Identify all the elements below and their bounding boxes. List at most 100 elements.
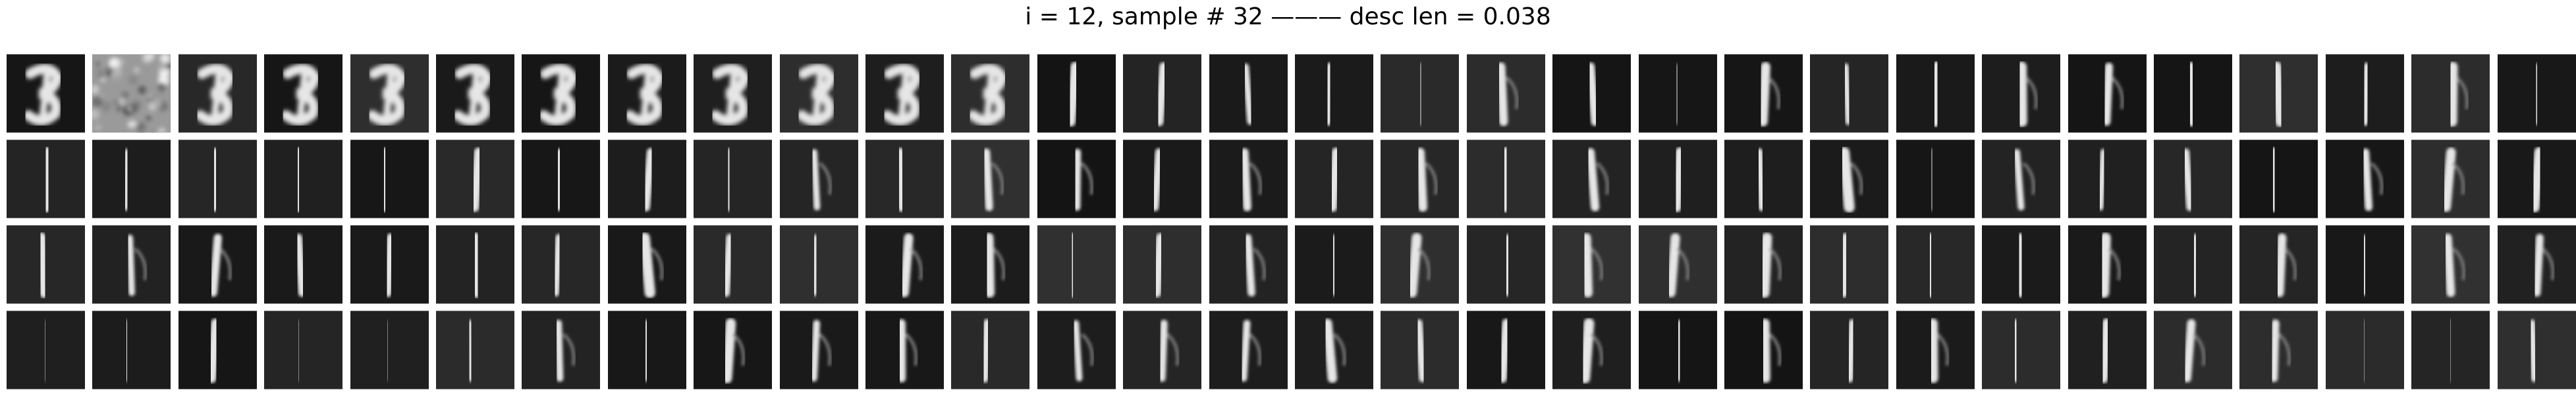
sample-image — [865, 311, 944, 389]
sample-image — [1982, 311, 2061, 389]
sample-image — [1552, 54, 1631, 133]
sample-image — [1209, 225, 1288, 304]
sample-image — [951, 54, 1030, 133]
sample-image — [2068, 139, 2147, 218]
sample-image — [7, 54, 85, 133]
sample-image — [92, 311, 171, 389]
sample-image — [1381, 225, 1460, 304]
sample-image — [1209, 311, 1288, 389]
sample-image — [951, 139, 1030, 218]
sample-image — [694, 139, 773, 218]
sample-image — [92, 54, 171, 133]
sample-image — [1982, 54, 2061, 133]
sample-image — [951, 311, 1030, 389]
sample-image — [350, 139, 429, 218]
sample-image — [607, 54, 686, 133]
sample-image — [607, 311, 686, 389]
sample-image — [2497, 54, 2576, 133]
sample-image — [2239, 311, 2318, 389]
sample-image — [350, 225, 429, 304]
sample-image — [779, 311, 858, 389]
sample-image — [436, 225, 514, 304]
sample-image — [1724, 54, 1803, 133]
sample-image — [350, 311, 429, 389]
sample-image — [2325, 311, 2404, 389]
sample-image — [1123, 54, 1202, 133]
sample-image — [2154, 311, 2232, 389]
sample-image — [522, 54, 601, 133]
sample-image — [2497, 139, 2576, 218]
sample-image — [1037, 311, 1116, 389]
sample-grid — [7, 54, 2576, 396]
sample-image — [178, 225, 257, 304]
sample-image — [1638, 225, 1717, 304]
sample-image — [7, 311, 85, 389]
sample-image — [178, 311, 257, 389]
sample-image — [1123, 225, 1202, 304]
sample-image — [2411, 139, 2490, 218]
sample-image — [865, 139, 944, 218]
sample-image — [1123, 311, 1202, 389]
sample-image — [2325, 225, 2404, 304]
sample-image — [2239, 54, 2318, 133]
sample-image — [2239, 225, 2318, 304]
sample-image — [2154, 225, 2232, 304]
sample-image — [2497, 225, 2576, 304]
sample-image — [7, 139, 85, 218]
sample-image — [1896, 139, 1975, 218]
sample-image — [1037, 139, 1116, 218]
sample-image — [178, 139, 257, 218]
sample-image — [522, 225, 601, 304]
sample-image — [1638, 54, 1717, 133]
sample-image — [264, 225, 343, 304]
sample-image — [1896, 54, 1975, 133]
sample-image — [694, 54, 773, 133]
sample-image — [2411, 225, 2490, 304]
sample-image — [779, 54, 858, 133]
sample-image — [92, 139, 171, 218]
sample-image — [779, 139, 858, 218]
sample-image — [1552, 225, 1631, 304]
sample-image — [1724, 311, 1803, 389]
sample-image — [694, 311, 773, 389]
sample-image — [2411, 311, 2490, 389]
sample-image — [436, 311, 514, 389]
sample-image — [264, 54, 343, 133]
figure-title: i = 12, sample # 32 ——— desc len = 0.038 — [1025, 3, 1551, 30]
sample-image — [1295, 311, 1373, 389]
sample-image — [178, 54, 257, 133]
sample-image — [1381, 311, 1460, 389]
sample-image — [2068, 311, 2147, 389]
sample-image — [1810, 311, 1889, 389]
sample-image — [1724, 225, 1803, 304]
sample-image — [1638, 311, 1717, 389]
sample-image — [779, 225, 858, 304]
sample-image — [350, 54, 429, 133]
sample-image — [1982, 225, 2061, 304]
sample-image — [1466, 139, 1545, 218]
sample-image — [1552, 311, 1631, 389]
sample-image — [436, 54, 514, 133]
sample-image — [1552, 139, 1631, 218]
sample-image — [1209, 54, 1288, 133]
sample-image — [264, 311, 343, 389]
sample-image — [2239, 139, 2318, 218]
sample-image — [1037, 54, 1116, 133]
sample-image — [2068, 225, 2147, 304]
sample-image — [2497, 311, 2576, 389]
sample-image — [1896, 225, 1975, 304]
sample-image — [1381, 139, 1460, 218]
sample-image — [1466, 225, 1545, 304]
sample-image — [1466, 311, 1545, 389]
sample-image — [1295, 54, 1373, 133]
sample-image — [2068, 54, 2147, 133]
sample-image — [7, 225, 85, 304]
sample-image — [2154, 54, 2232, 133]
sample-image — [865, 225, 944, 304]
sample-image — [264, 139, 343, 218]
sample-image — [1724, 139, 1803, 218]
sample-image — [522, 139, 601, 218]
sample-image — [522, 311, 601, 389]
sample-image — [1123, 139, 1202, 218]
sample-image — [1982, 139, 2061, 218]
